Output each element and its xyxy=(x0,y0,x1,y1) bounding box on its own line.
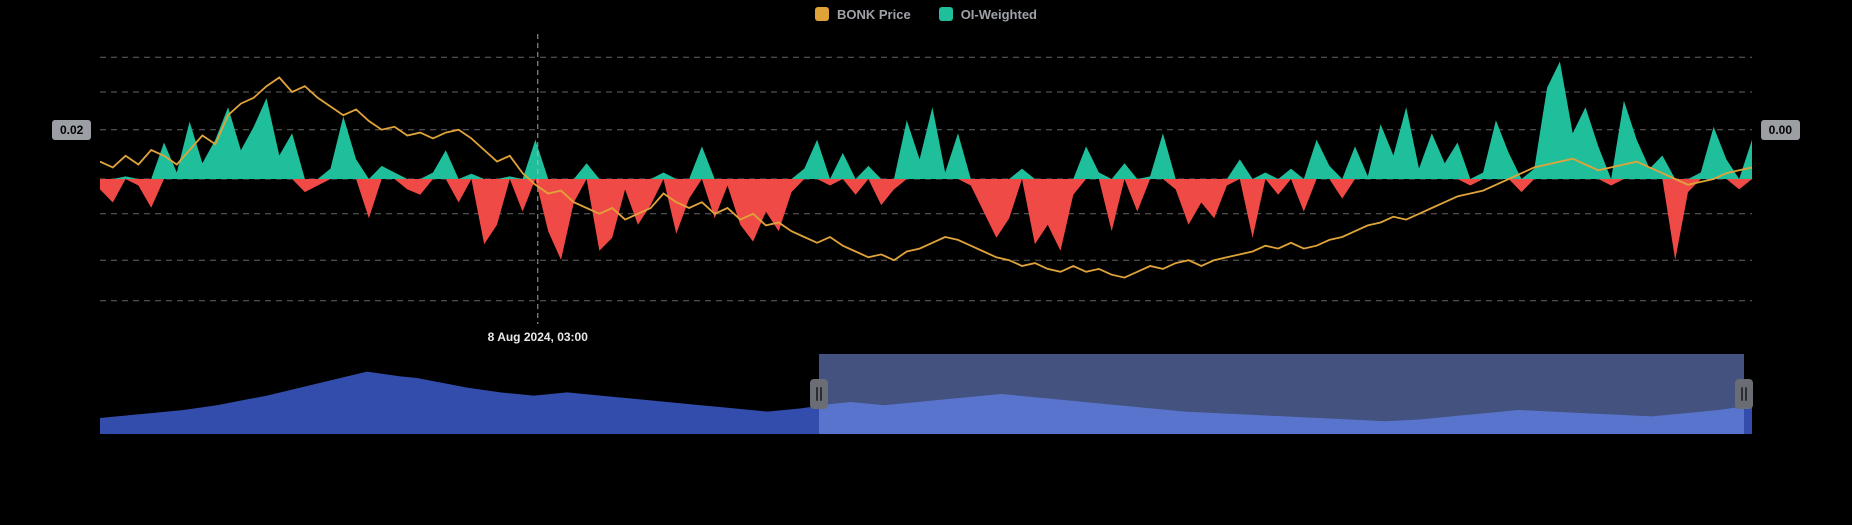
left-axis-tick: 0.02 xyxy=(52,120,91,140)
legend-label-price: BONK Price xyxy=(837,7,911,22)
legend-label-oi: OI-Weighted xyxy=(961,7,1037,22)
brush-handle-right[interactable] xyxy=(1735,379,1753,409)
legend-item-oi[interactable]: OI-Weighted xyxy=(939,4,1037,24)
right-axis-tick: 0.00 xyxy=(1761,120,1800,140)
main-chart[interactable]: 0.02 0.00 8 Aug 2024, 03:00 xyxy=(0,34,1852,324)
brush-handle-left[interactable] xyxy=(810,379,828,409)
minimap-canvas[interactable] xyxy=(100,354,1752,434)
chart-legend: BONK Price OI-Weighted xyxy=(0,0,1852,24)
legend-item-price[interactable]: BONK Price xyxy=(815,4,911,24)
legend-swatch-oi xyxy=(939,7,953,21)
crosshair-label: 8 Aug 2024, 03:00 xyxy=(488,330,588,344)
chart-canvas[interactable] xyxy=(100,34,1752,324)
legend-swatch-price xyxy=(815,7,829,21)
minimap[interactable] xyxy=(100,354,1752,434)
